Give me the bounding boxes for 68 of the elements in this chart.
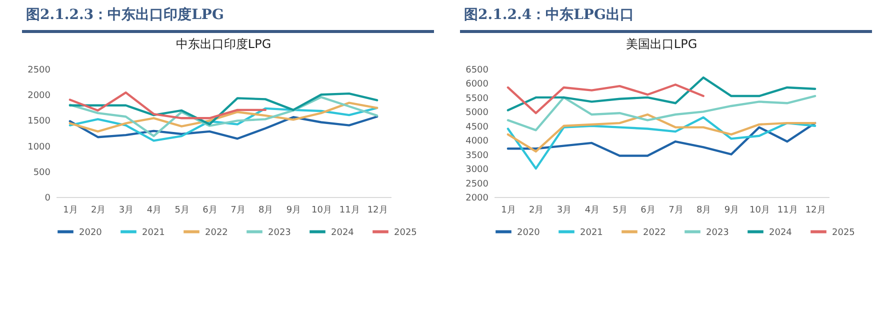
line-series	[68, 106, 378, 142]
chart-title: 图2.1.2.3：中东出口印度LPG	[22, 6, 434, 33]
line-series	[506, 76, 816, 112]
x-tick-label: 8月	[696, 206, 712, 216]
x-tick-label: 6月	[640, 206, 656, 216]
y-tick-label: 5500	[466, 94, 489, 104]
y-tick-label: 2000	[466, 194, 489, 204]
y-tick-label: 500	[33, 168, 51, 178]
y-tick-label: 2500	[28, 66, 51, 76]
x-tick-label: 9月	[286, 206, 302, 216]
line-series	[506, 84, 704, 114]
y-tick-label: 4000	[466, 136, 489, 147]
y-tick-label: 3000	[466, 165, 489, 176]
x-tick-label: 5月	[174, 206, 190, 216]
line-series	[68, 91, 266, 120]
legend-label: 2021	[142, 228, 165, 238]
x-tick-label: 4月	[584, 206, 600, 216]
y-tick-label: 6000	[466, 80, 489, 90]
line-series	[68, 96, 378, 138]
x-tick-label: 3月	[556, 206, 572, 216]
y-tick-label: 2000	[28, 91, 51, 102]
legend-label: 2022	[643, 228, 666, 238]
x-tick-label: 3月	[118, 206, 134, 216]
legend-label: 2024	[331, 228, 354, 238]
line-series	[506, 122, 816, 157]
x-tick-label: 1月	[63, 206, 78, 216]
x-tick-label: 4月	[146, 206, 162, 216]
chart-title: 图2.1.2.4：中东LPG出口	[460, 6, 872, 33]
legend-label: 2024	[769, 228, 792, 238]
chart-subtitle: 中东出口印度LPG	[176, 37, 272, 51]
chart-subtitle: 美国出口LPG	[626, 37, 698, 51]
legend-label: 2021	[580, 228, 603, 238]
y-tick-label: 5000	[466, 108, 489, 118]
x-tick-label: 9月	[724, 206, 740, 216]
y-tick-label: 1000	[28, 142, 51, 152]
y-tick-label: 4500	[466, 122, 489, 132]
line-series	[506, 116, 816, 170]
y-tick-label: 0	[44, 194, 51, 204]
line-series	[68, 102, 378, 133]
legend-label: 2023	[706, 228, 729, 238]
x-tick-label: 10月	[749, 206, 770, 216]
legend-label: 2025	[394, 228, 417, 238]
x-tick-label: 12月	[805, 206, 826, 216]
x-tick-label: 12月	[367, 206, 388, 216]
x-tick-label: 11月	[777, 206, 798, 216]
legend-label: 2025	[832, 228, 855, 238]
x-tick-label: 7月	[230, 206, 246, 216]
y-tick-label: 6500	[466, 66, 489, 76]
x-tick-label: 7月	[668, 206, 684, 216]
legend-label: 2020	[79, 228, 102, 238]
line-series	[68, 92, 378, 126]
line-series	[68, 116, 378, 140]
legend-label: 2020	[517, 228, 540, 238]
x-tick-label: 1月	[501, 206, 516, 216]
x-tick-label: 8月	[258, 206, 274, 216]
legend-label: 2023	[268, 228, 291, 238]
x-tick-label: 10月	[311, 206, 332, 216]
line-series	[506, 94, 816, 132]
x-tick-label: 2月	[91, 206, 106, 216]
x-tick-label: 2月	[529, 206, 544, 216]
x-tick-label: 6月	[202, 206, 218, 216]
y-tick-label: 1500	[28, 116, 51, 127]
x-tick-label: 5月	[612, 206, 628, 216]
legend-label: 2022	[205, 228, 228, 238]
x-tick-label: 11月	[339, 206, 360, 216]
y-tick-label: 3500	[466, 150, 489, 161]
y-tick-label: 2500	[466, 179, 489, 190]
line-series	[506, 113, 816, 153]
